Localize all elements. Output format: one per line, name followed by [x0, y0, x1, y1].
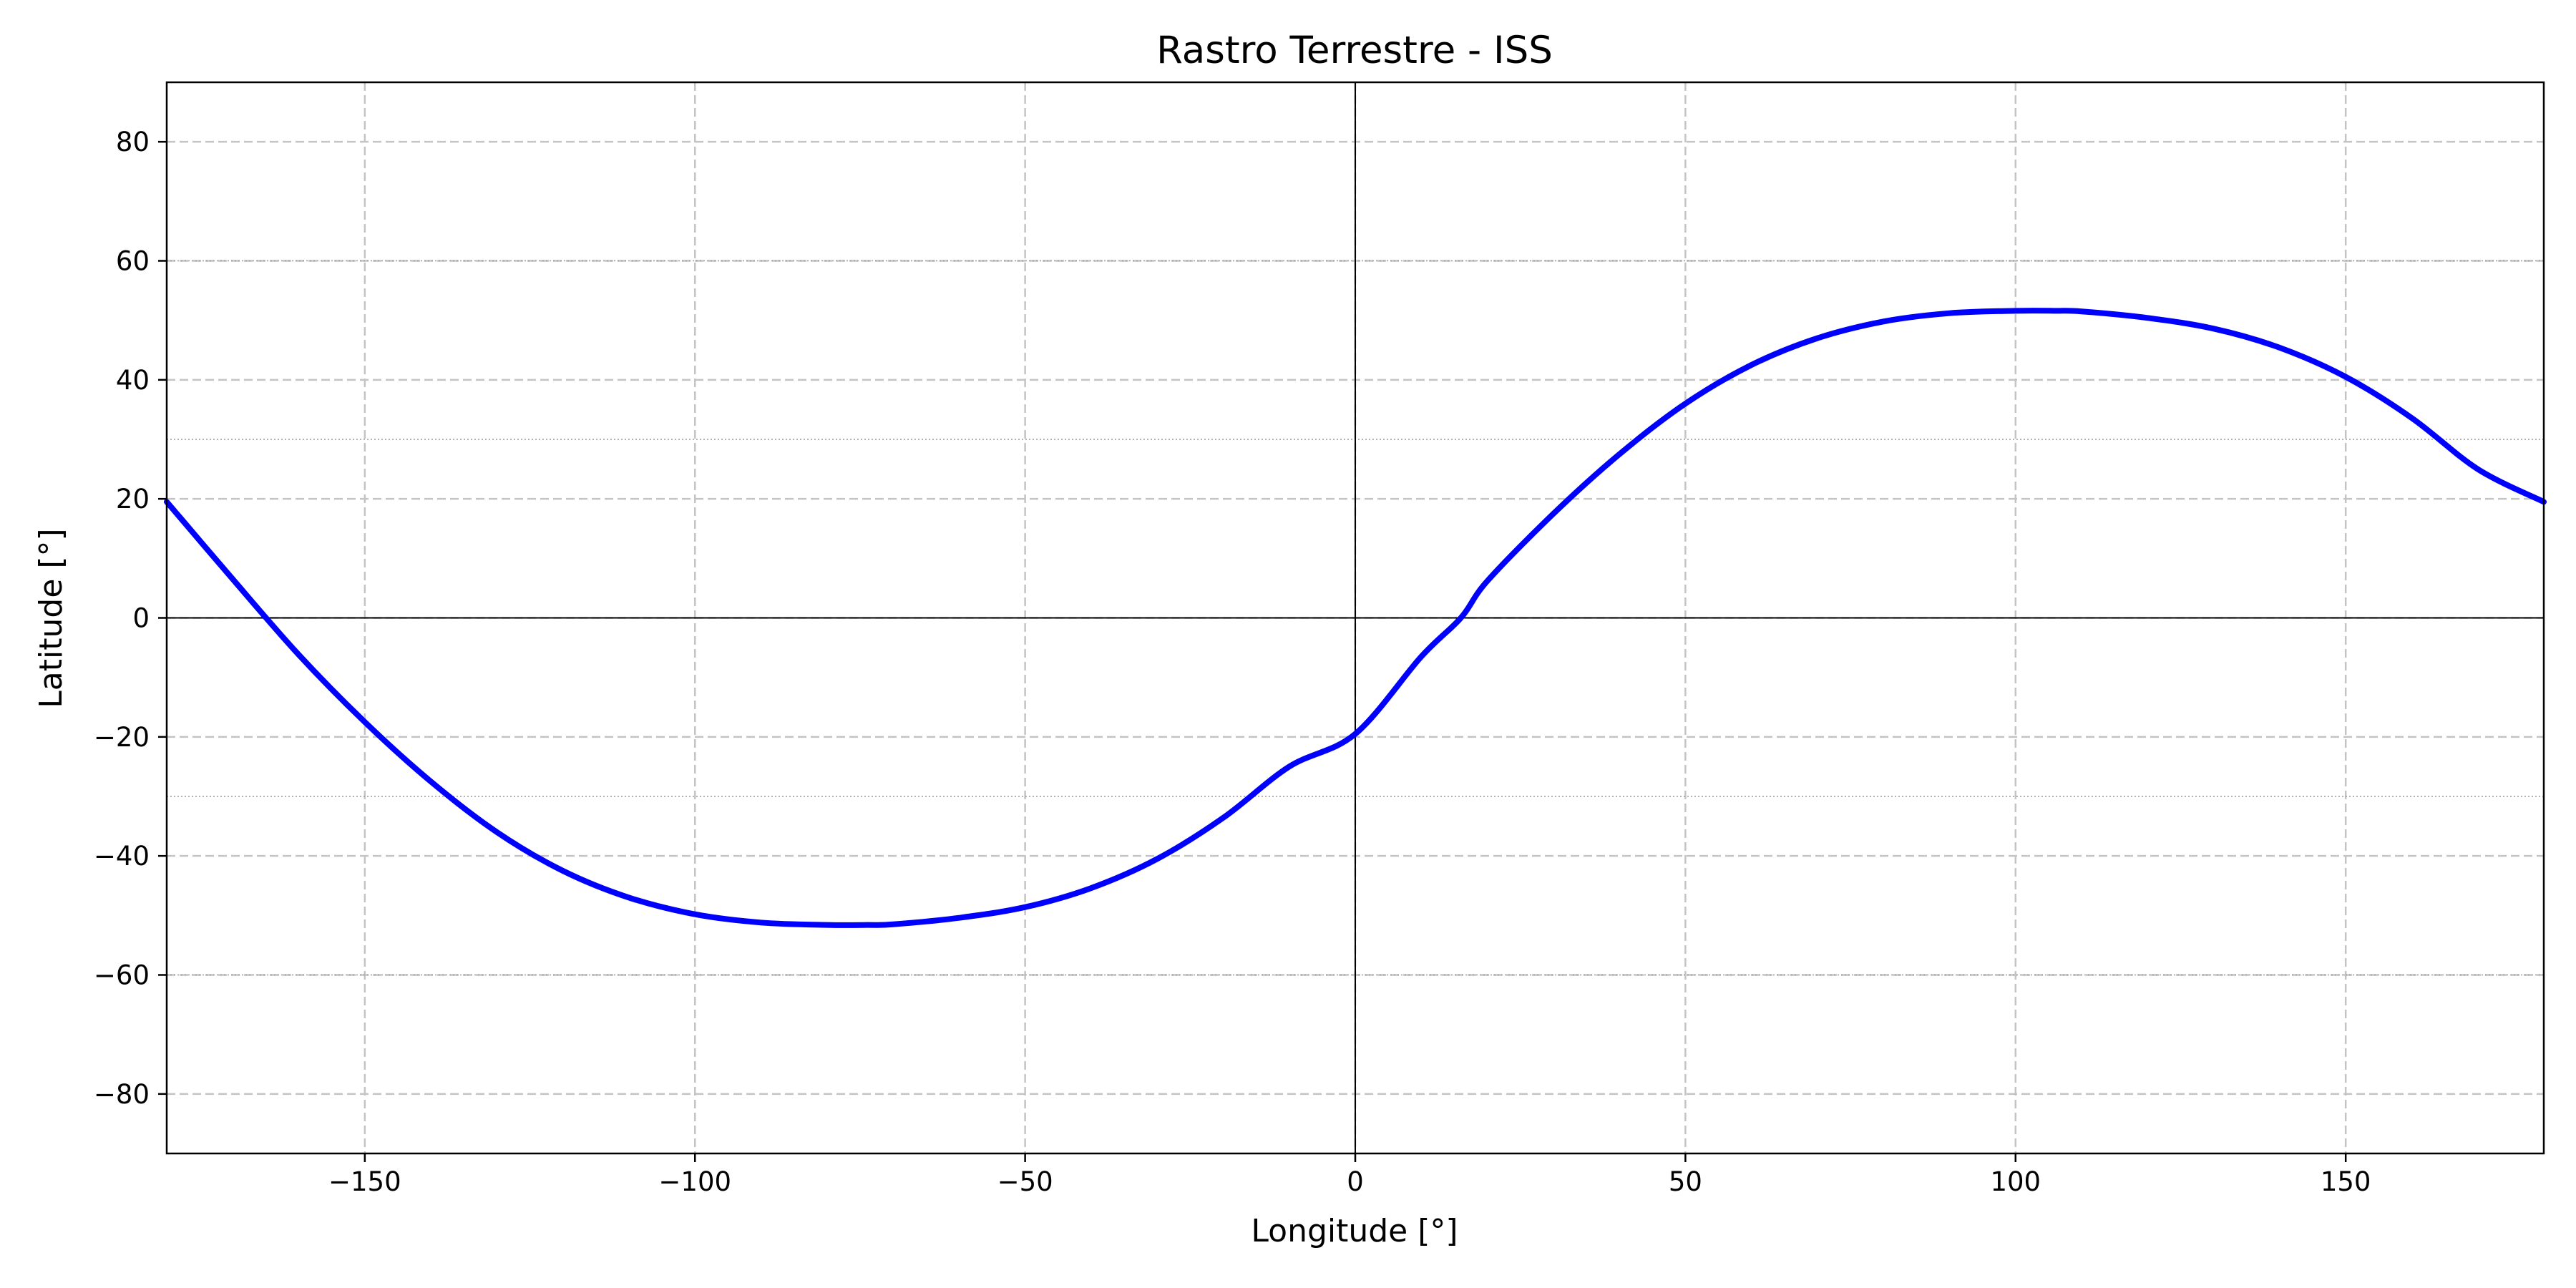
y-tick-label: 0	[132, 603, 150, 634]
x-tick-label: −100	[658, 1166, 731, 1197]
x-tick-label: 150	[2321, 1166, 2371, 1197]
x-tick-label: −150	[328, 1166, 401, 1197]
plot-area: −150 −100 −50 0 50 100 150 −80 −60 −40 −20 0 20 40 60 8…	[94, 81, 2547, 1197]
y-tick-label: 60	[116, 246, 150, 277]
x-tick-label: −50	[997, 1166, 1053, 1197]
y-tick-label: −40	[94, 841, 150, 872]
x-tick-label: 50	[1669, 1166, 1702, 1197]
x-axis-label: Longitude [°]	[1251, 1213, 1458, 1249]
x-tick-label: 100	[1990, 1166, 2041, 1197]
chart-title: Rastro Terrestre - ISS	[1156, 29, 1553, 72]
y-tick-label: 80	[116, 127, 150, 157]
y-tick-label: 20	[116, 484, 150, 514]
y-tick-label: −60	[94, 960, 150, 991]
y-axis-label: Latitude [°]	[33, 528, 69, 708]
ground-track-line	[164, 308, 2547, 928]
y-tick-label: −80	[94, 1079, 150, 1110]
y-tick-label: 40	[116, 365, 150, 396]
y-tick-label: −20	[94, 722, 150, 753]
x-tick-label: 0	[1347, 1166, 1364, 1197]
